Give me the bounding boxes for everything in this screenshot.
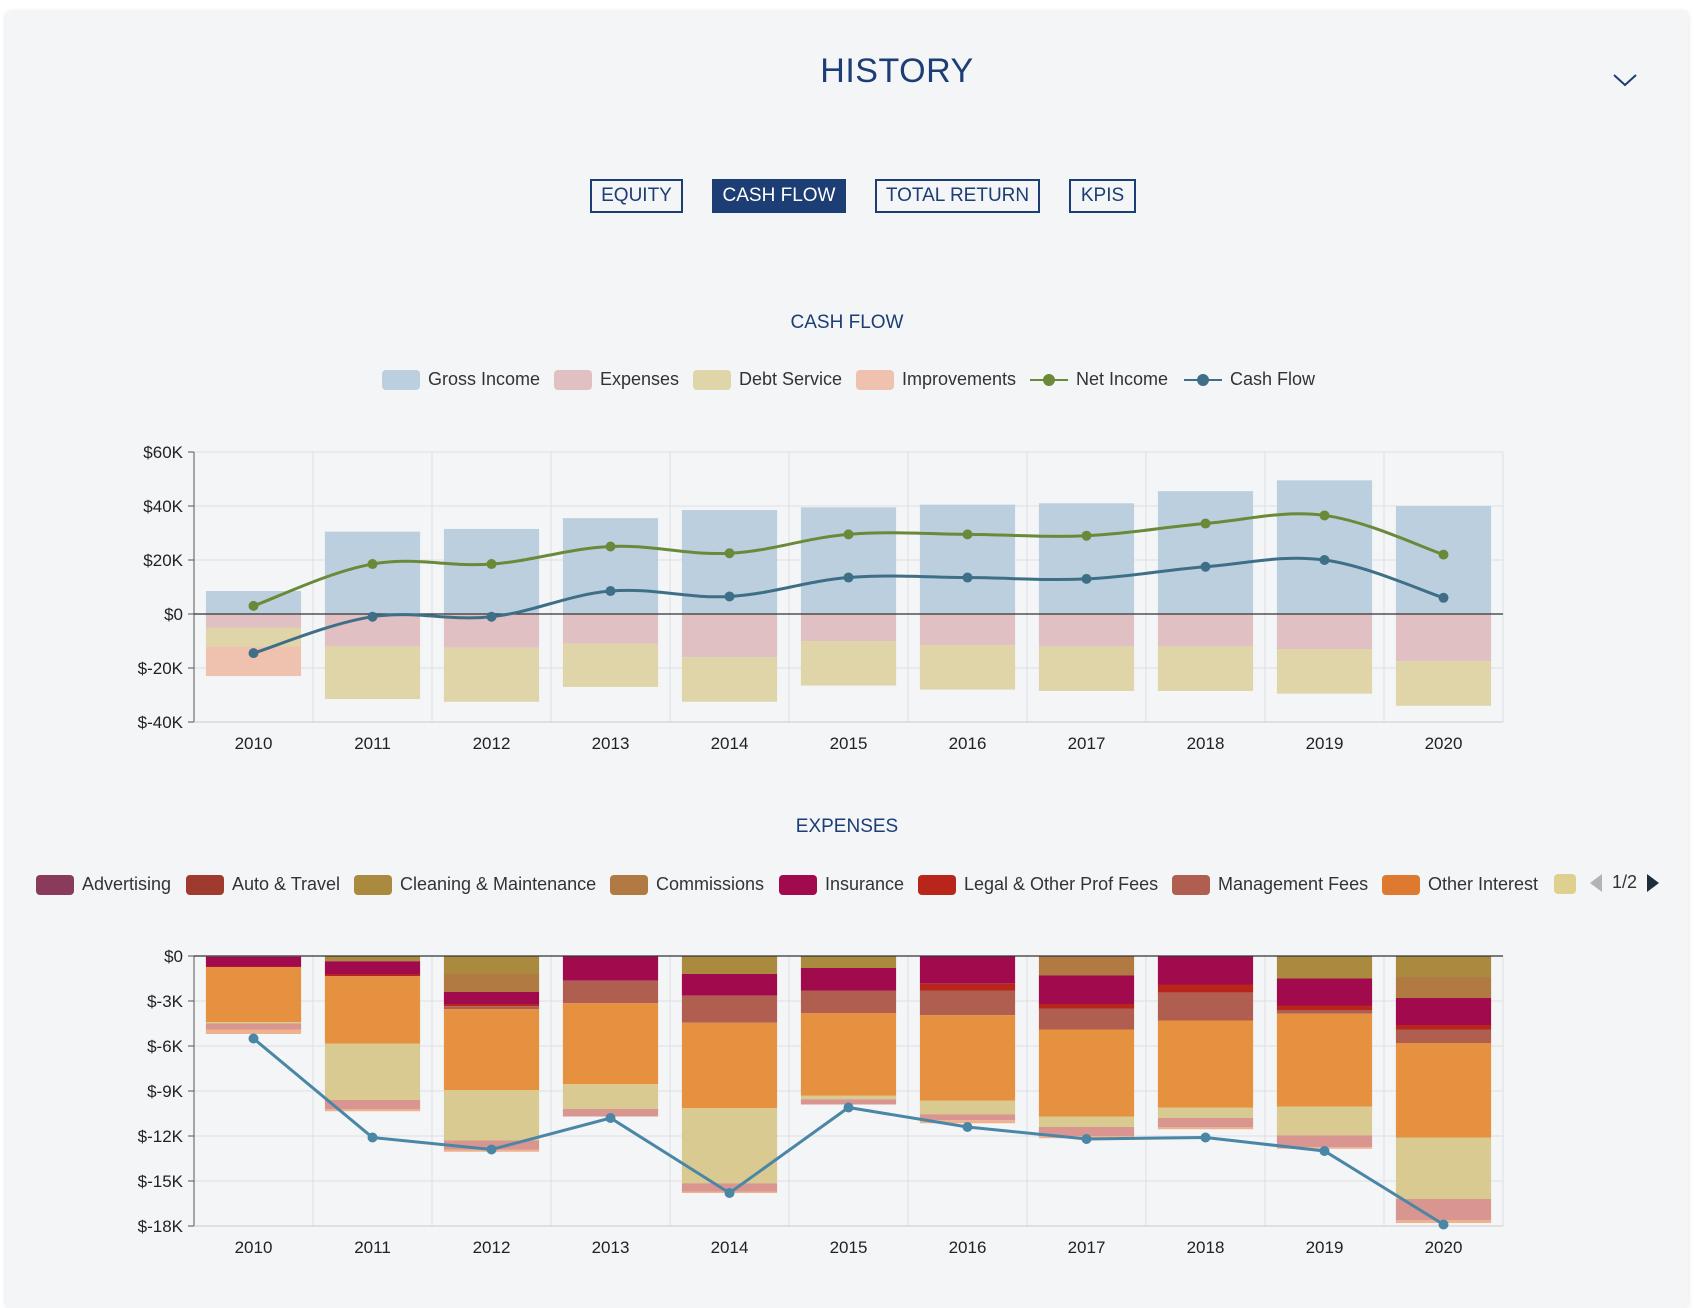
legend-gross-income[interactable]: Gross Income — [382, 369, 540, 390]
legend-swatch — [1554, 874, 1576, 894]
legend-improvements[interactable]: Improvements — [856, 369, 1016, 390]
legend-auto-travel[interactable]: Auto & Travel — [186, 874, 340, 895]
legend-debt-service[interactable]: Debt Service — [693, 369, 842, 390]
legend-label: Cleaning & Maintenance — [400, 874, 597, 894]
legend-swatch — [36, 874, 74, 895]
tab-cash-flow[interactable]: CASH FLOW — [712, 179, 846, 213]
legend-cash-flow[interactable]: Cash Flow — [1184, 369, 1315, 390]
legend-label: Legal & Other Prof Fees — [964, 874, 1159, 894]
legend-label: Cash Flow — [1230, 369, 1316, 389]
legend-label: Gross Income — [428, 369, 541, 389]
legend-management-fees[interactable]: Management Fees — [1172, 874, 1368, 895]
legend-truncated-item[interactable] — [1554, 874, 1584, 894]
legend-cleaning-maintenance[interactable]: Cleaning & Maintenance — [354, 874, 596, 895]
cashflow-chart-title: CASH FLOW — [790, 312, 904, 333]
legend-swatch — [354, 874, 392, 895]
legend-net-income[interactable]: Net Income — [1030, 369, 1168, 390]
legend-swatch — [856, 369, 894, 390]
legend-label: Advertising — [82, 874, 172, 894]
legend-swatch — [1382, 874, 1420, 895]
legend-insurance[interactable]: Insurance — [779, 874, 904, 895]
expenses-chart-title: EXPENSES — [795, 816, 899, 837]
legend-swatch — [554, 369, 592, 390]
legend-label: Debt Service — [739, 369, 843, 389]
legend-swatch — [1172, 874, 1210, 895]
legend-label: Improvements — [902, 369, 1017, 389]
legend-swatch — [186, 874, 224, 895]
legend-label: Auto & Travel — [232, 874, 341, 894]
legend-expenses[interactable]: Expenses — [554, 369, 679, 390]
legend-prev-icon[interactable] — [1588, 873, 1604, 893]
tab-total-return[interactable]: TOTAL RETURN — [875, 179, 1040, 213]
legend-next-icon[interactable] — [1645, 873, 1661, 893]
legend-label: Other Interest — [1428, 874, 1539, 894]
chevron-down-icon[interactable] — [1610, 66, 1640, 96]
legend-swatch — [382, 369, 420, 390]
legend-label: Insurance — [825, 874, 905, 894]
legend-swatch — [610, 874, 648, 895]
legend-swatch — [918, 874, 956, 895]
legend-legal-prof-fees[interactable]: Legal & Other Prof Fees — [918, 874, 1158, 895]
legend-other-interest[interactable]: Other Interest — [1382, 874, 1538, 895]
tab-bar: EQUITY CASH FLOW TOTAL RETURN KPIS — [0, 179, 1694, 217]
legend-commissions[interactable]: Commissions — [610, 874, 764, 895]
legend-page-indicator: 1/2 — [1612, 872, 1638, 892]
legend-line-swatch — [1184, 373, 1222, 386]
legend-pager: 1/2 — [1588, 872, 1661, 893]
legend-label: Management Fees — [1218, 874, 1369, 894]
legend-label: Net Income — [1076, 369, 1169, 389]
tab-kpis[interactable]: KPIS — [1069, 179, 1136, 213]
legend-swatch — [693, 369, 731, 390]
legend-advertising[interactable]: Advertising — [36, 874, 171, 895]
legend-line-swatch — [1030, 373, 1068, 386]
legend-label: Commissions — [656, 874, 765, 894]
tab-equity[interactable]: EQUITY — [590, 179, 683, 213]
page-title: HISTORY — [820, 52, 974, 90]
legend-swatch — [779, 874, 817, 895]
legend-label: Expenses — [600, 369, 680, 389]
